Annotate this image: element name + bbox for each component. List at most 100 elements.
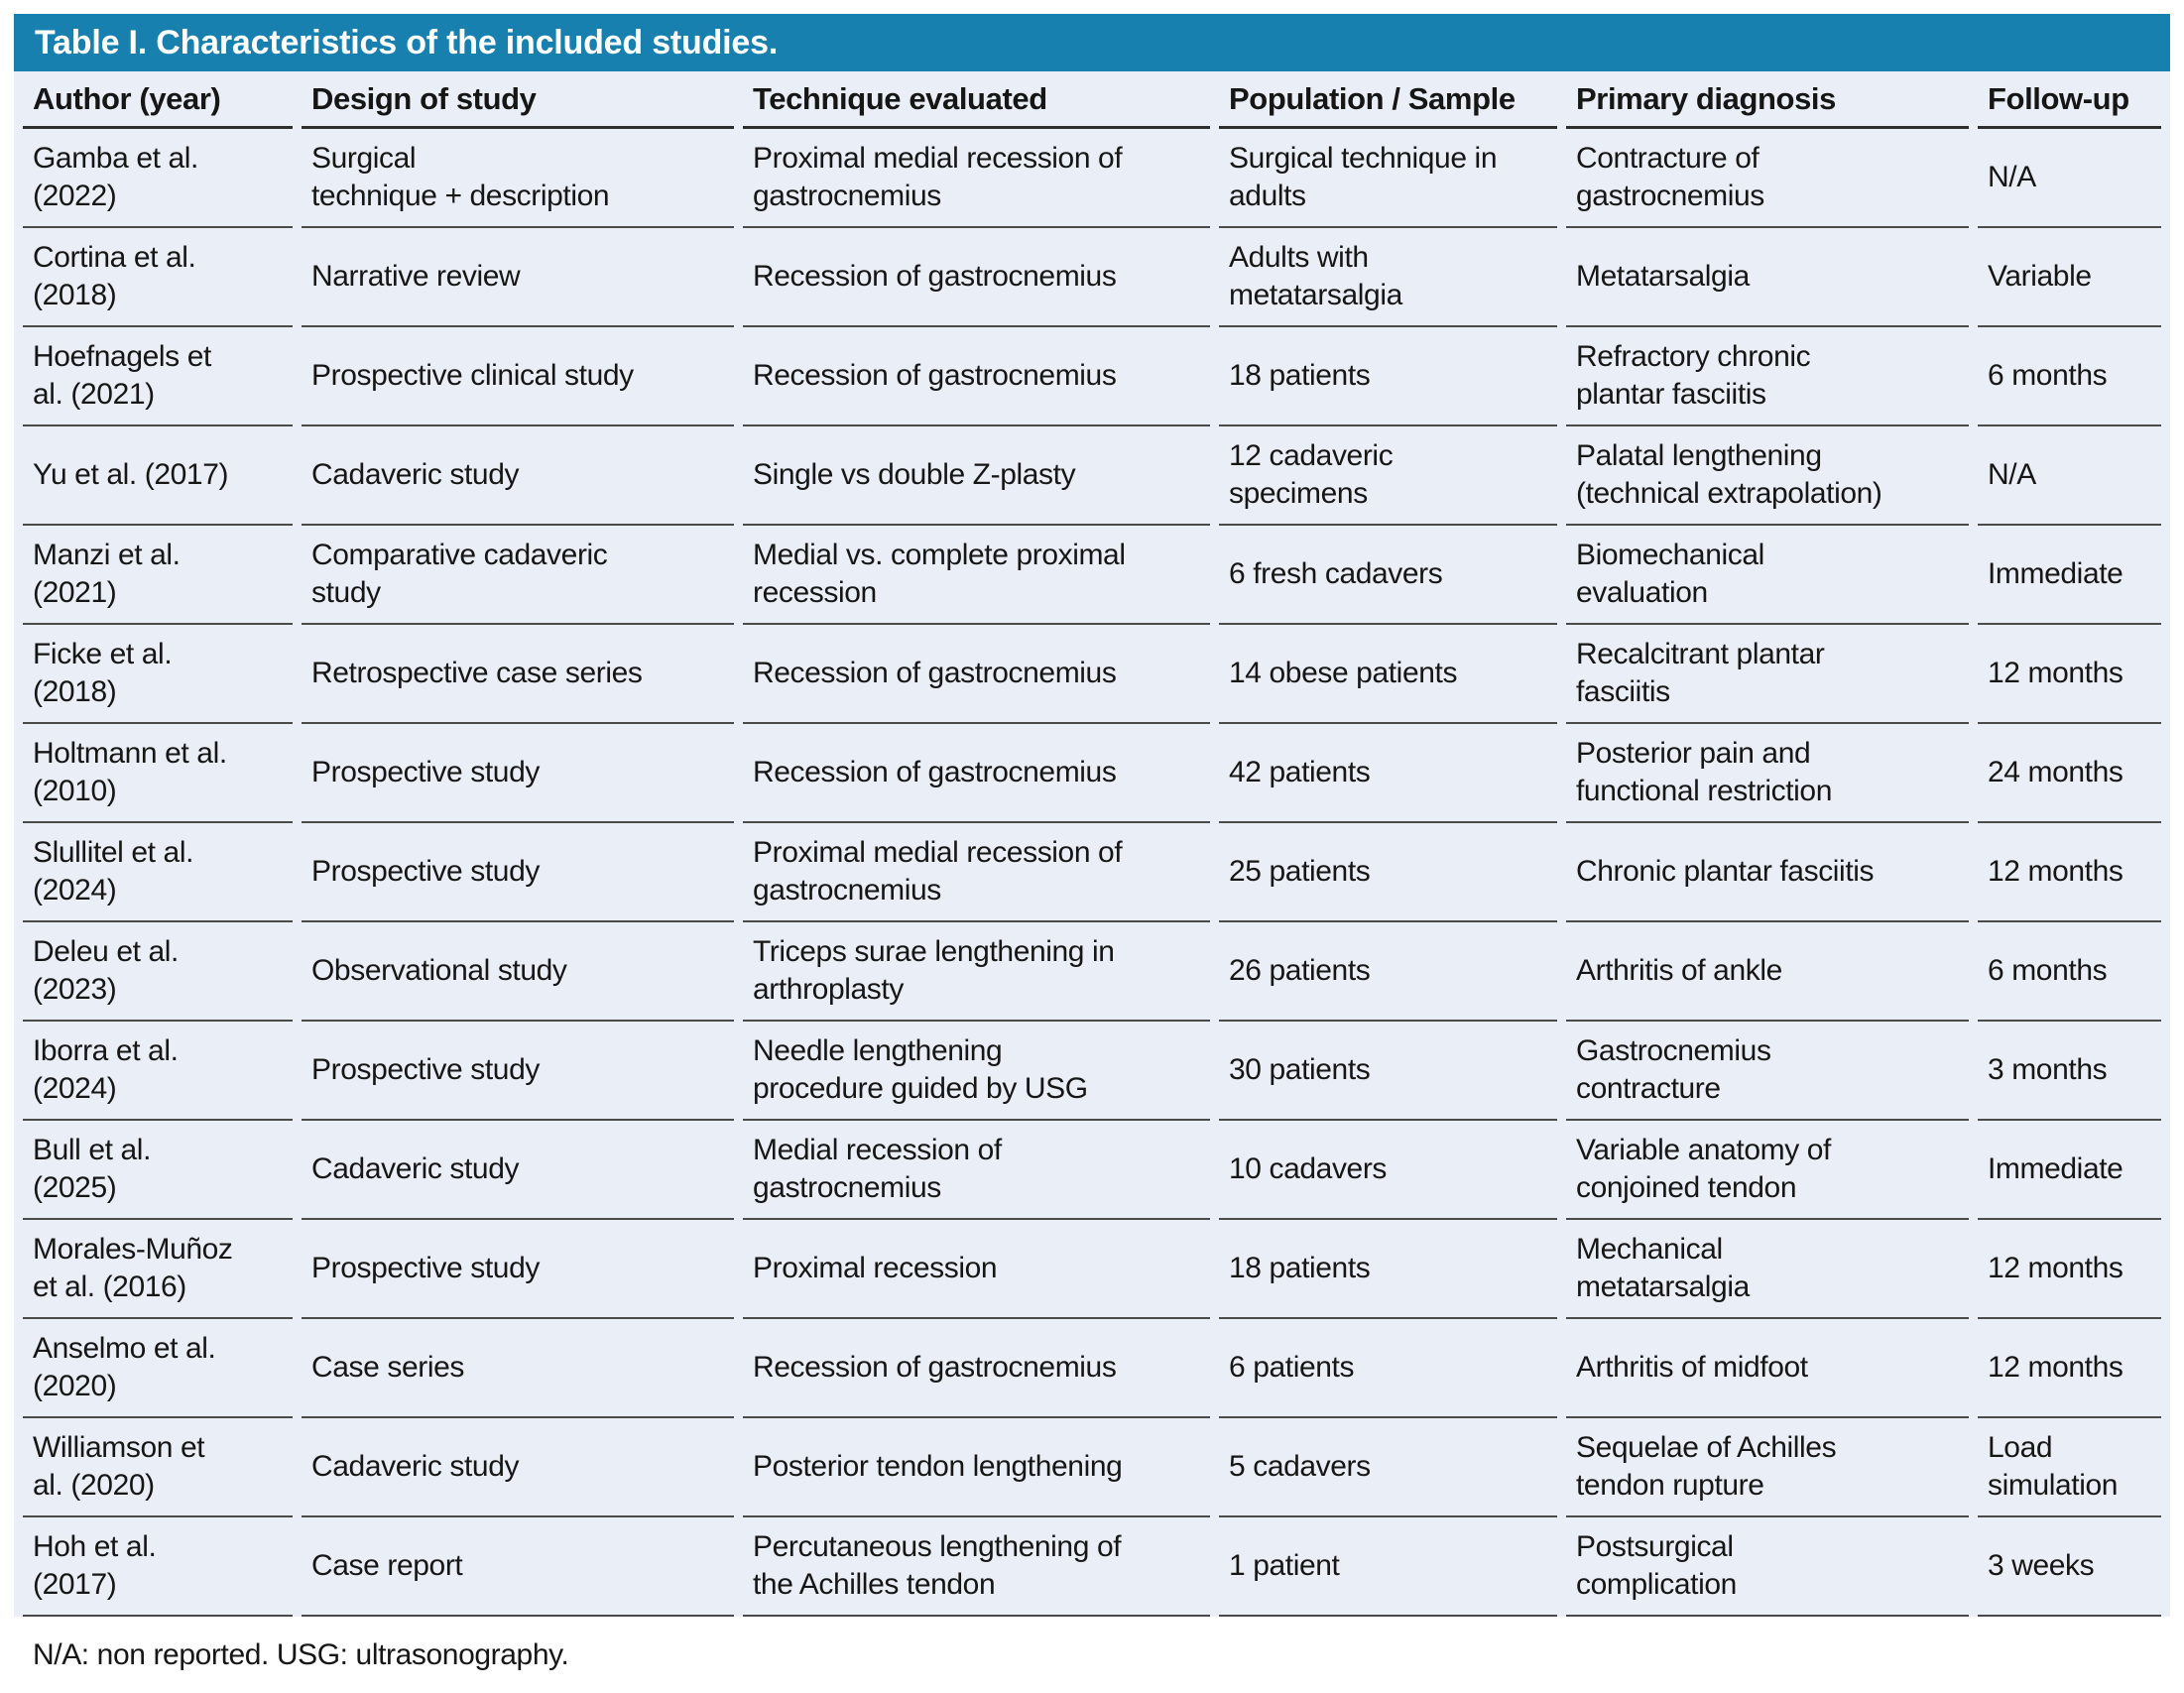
cell-population: 18 patients xyxy=(1219,327,1557,426)
cell-diagnosis: Variable anatomy of conjoined tendon xyxy=(1566,1121,1969,1220)
cell-design: Narrative review xyxy=(302,228,734,327)
cell-diagnosis: Posterior pain and functional restrictio… xyxy=(1566,724,1969,823)
cell-followup: Immediate xyxy=(1978,1121,2161,1220)
cell-technique: Proximal recession xyxy=(743,1220,1210,1319)
cell-technique: Posterior tendon lengthening xyxy=(743,1418,1210,1517)
cell-author: Williamson et al. (2020) xyxy=(23,1418,293,1517)
cell-technique: Single vs double Z-plasty xyxy=(743,426,1210,526)
cell-followup: Variable xyxy=(1978,228,2161,327)
column-header-followup: Follow-up xyxy=(1978,71,2161,129)
cell-diagnosis: Contracture of gastrocnemius xyxy=(1566,129,1969,228)
table-row: Morales-Muñoz et al. (2016) Prospective s… xyxy=(23,1220,2161,1319)
cell-population: 14 obese patients xyxy=(1219,625,1557,724)
cell-technique: Proximal medial recession of gastrocnemi… xyxy=(743,823,1210,922)
cell-design: Case series xyxy=(302,1319,734,1418)
table-row: Anselmo et al. (2020) Case series Recessio… xyxy=(23,1319,2161,1418)
cell-author: Morales-Muñoz et al. (2016) xyxy=(23,1220,293,1319)
cell-diagnosis: Recalcitrant plantar fasciitis xyxy=(1566,625,1969,724)
table-footnote: N/A: non reported. USG: ultrasonography. xyxy=(33,1638,569,1671)
cell-followup: Immediate xyxy=(1978,526,2161,625)
table-title: Table I. Characteristics of the included… xyxy=(35,23,779,61)
column-header-diagnosis: Primary diagnosis xyxy=(1566,71,1969,129)
cell-design: Cadaveric study xyxy=(302,1121,734,1220)
table-row: Bull et al. (2025) Cadaveric study Medial … xyxy=(23,1121,2161,1220)
column-header-author: Author (year) xyxy=(23,71,293,129)
cell-population: 18 patients xyxy=(1219,1220,1557,1319)
cell-followup: N/A xyxy=(1978,129,2161,228)
table-row: Deleu et al. (2023) Observational study Tr… xyxy=(23,922,2161,1022)
cell-followup: 12 months xyxy=(1978,625,2161,724)
cell-technique: Recession of gastrocnemius xyxy=(743,228,1210,327)
cell-population: 25 patients xyxy=(1219,823,1557,922)
cell-diagnosis: Postsurgical complication xyxy=(1566,1517,1969,1617)
studies-table: Author (year) Design of study Technique … xyxy=(14,71,2170,1617)
cell-population: 26 patients xyxy=(1219,922,1557,1022)
cell-population: 42 patients xyxy=(1219,724,1557,823)
cell-diagnosis: Biomechanical evaluation xyxy=(1566,526,1969,625)
cell-followup: 12 months xyxy=(1978,1319,2161,1418)
cell-technique: Recession of gastrocnemius xyxy=(743,327,1210,426)
cell-followup: 12 months xyxy=(1978,1220,2161,1319)
cell-design: Observational study xyxy=(302,922,734,1022)
cell-design: Prospective study xyxy=(302,1022,734,1121)
cell-author: Hoefnagels et al. (2021) xyxy=(23,327,293,426)
cell-author: Yu et al. (2017) xyxy=(23,426,293,526)
cell-author: Manzi et al. (2021) xyxy=(23,526,293,625)
cell-population: 30 patients xyxy=(1219,1022,1557,1121)
cell-diagnosis: Metatarsalgia xyxy=(1566,228,1969,327)
cell-author: Bull et al. (2025) xyxy=(23,1121,293,1220)
table-row: Holtmann et al. (2010) Prospective study R… xyxy=(23,724,2161,823)
table-row: Hoh et al. (2017) Case report Percutaneous… xyxy=(23,1517,2161,1617)
cell-technique: Recession of gastrocnemius xyxy=(743,1319,1210,1418)
table-row: Williamson et al. (2020) Cadaveric study P… xyxy=(23,1418,2161,1517)
table-body: Gamba et al. (2022) Surgical technique + … xyxy=(23,129,2161,1617)
cell-diagnosis: Sequelae of Achilles tendon rupture xyxy=(1566,1418,1969,1517)
cell-design: Cadaveric study xyxy=(302,426,734,526)
cell-population: 12 cadaveric specimens xyxy=(1219,426,1557,526)
cell-design: Prospective study xyxy=(302,823,734,922)
cell-diagnosis: Arthritis of midfoot xyxy=(1566,1319,1969,1418)
cell-population: 10 cadavers xyxy=(1219,1121,1557,1220)
cell-author: Cortina et al. (2018) xyxy=(23,228,293,327)
cell-population: 6 fresh cadavers xyxy=(1219,526,1557,625)
cell-diagnosis: Arthritis of ankle xyxy=(1566,922,1969,1022)
table-row: Yu et al. (2017) Cadaveric study Single vs… xyxy=(23,426,2161,526)
cell-technique: Needle lengthening procedure guided by U… xyxy=(743,1022,1210,1121)
cell-followup: 6 months xyxy=(1978,922,2161,1022)
cell-followup: 3 weeks xyxy=(1978,1517,2161,1617)
table-row: Manzi et al. (2021) Comparative cadaveric… xyxy=(23,526,2161,625)
cell-population: 5 cadavers xyxy=(1219,1418,1557,1517)
cell-design: Case report xyxy=(302,1517,734,1617)
table-row: Hoefnagels et al. (2021) Prospective clin… xyxy=(23,327,2161,426)
cell-followup: 24 months xyxy=(1978,724,2161,823)
cell-population: Surgical technique in adults xyxy=(1219,129,1557,228)
cell-author: Slullitel et al. (2024) xyxy=(23,823,293,922)
table-row: Slullitel et al. (2024) Prospective study… xyxy=(23,823,2161,922)
cell-technique: Recession of gastrocnemius xyxy=(743,625,1210,724)
cell-design: Comparative cadaveric study xyxy=(302,526,734,625)
cell-technique: Medial vs. complete proximal recession xyxy=(743,526,1210,625)
cell-author: Anselmo et al. (2020) xyxy=(23,1319,293,1418)
cell-technique: Triceps surae lengthening in arthroplast… xyxy=(743,922,1210,1022)
table-title-bar: Table I. Characteristics of the included… xyxy=(14,14,2170,71)
cell-followup: 3 months xyxy=(1978,1022,2161,1121)
cell-technique: Proximal medial recession of gastrocnemi… xyxy=(743,129,1210,228)
cell-author: Deleu et al. (2023) xyxy=(23,922,293,1022)
cell-technique: Medial recession of gastrocnemius xyxy=(743,1121,1210,1220)
cell-followup: 6 months xyxy=(1978,327,2161,426)
cell-author: Gamba et al. (2022) xyxy=(23,129,293,228)
cell-population: 1 patient xyxy=(1219,1517,1557,1617)
cell-followup: 12 months xyxy=(1978,823,2161,922)
table-row: Iborra et al. (2024) Prospective study Nee… xyxy=(23,1022,2161,1121)
cell-followup: Load simulation xyxy=(1978,1418,2161,1517)
table-row: Cortina et al. (2018) Narrative review Rec… xyxy=(23,228,2161,327)
cell-author: Iborra et al. (2024) xyxy=(23,1022,293,1121)
column-header-design: Design of study xyxy=(302,71,734,129)
cell-diagnosis: Mechanical metatarsalgia xyxy=(1566,1220,1969,1319)
cell-author: Holtmann et al. (2010) xyxy=(23,724,293,823)
cell-design: Prospective study xyxy=(302,724,734,823)
cell-design: Prospective study xyxy=(302,1220,734,1319)
cell-design: Cadaveric study xyxy=(302,1418,734,1517)
table-row: Ficke et al. (2018) Retrospective case se… xyxy=(23,625,2161,724)
cell-design: Retrospective case series xyxy=(302,625,734,724)
